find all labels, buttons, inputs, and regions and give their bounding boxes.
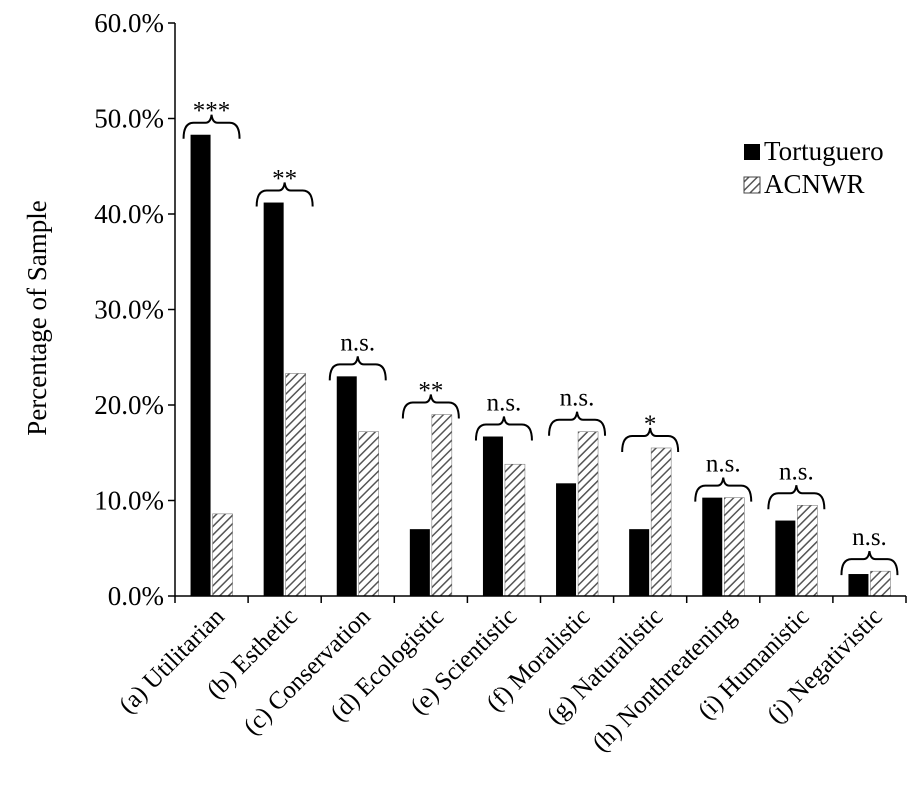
significance-bracket: [474, 416, 533, 441]
bar-acnwr: [431, 414, 453, 597]
significance-label: n.s.: [340, 329, 375, 356]
y-tick-label: 20.0%: [94, 390, 164, 420]
x-tick-label: (a) Utilitarian: [114, 603, 230, 719]
significance-bracket: [182, 114, 241, 139]
bar-acnwr: [358, 431, 379, 597]
bar-acnwr: [577, 431, 599, 597]
y-tick-label: 40.0%: [94, 199, 164, 229]
legend-swatch-tortuguero: [744, 144, 760, 160]
x-axis: (a) Utilitarian(b) Esthetic(c) Conservat…: [114, 595, 907, 757]
bar-acnwr: [797, 505, 818, 597]
bar-acnwr: [212, 513, 233, 597]
bar-tortuguero: [775, 520, 796, 596]
bar-tortuguero: [263, 202, 284, 597]
significance-bracket: [694, 477, 753, 502]
bar-acnwr: [285, 373, 306, 597]
significance-bracket: [328, 356, 387, 381]
bar-tortuguero: [629, 529, 650, 596]
significance-label: **: [272, 166, 297, 193]
significance-label: ***: [193, 98, 231, 125]
bar-tortuguero: [848, 574, 869, 596]
significance-bracket: [255, 182, 314, 207]
y-tick-label: 50.0%: [94, 104, 164, 134]
y-axis-title: Percentage of Sample: [22, 200, 52, 435]
significance-brackets: *****n.s.** n.s. n.s.*n.s. n.s.n.s.: [182, 98, 899, 576]
significance-bracket: [621, 427, 680, 452]
bar-tortuguero: [702, 497, 723, 596]
bar-tortuguero: [482, 436, 503, 596]
y-tick-label: 60.0%: [94, 8, 164, 38]
bar-acnwr: [650, 447, 672, 597]
significance-label: *: [644, 411, 657, 438]
significance-label: n.s.: [852, 524, 887, 551]
significance-bracket: [548, 411, 607, 436]
bars-group: [190, 134, 891, 597]
significance-label: n.s.: [487, 390, 522, 417]
significance-label: n.s.: [779, 458, 814, 485]
bar-tortuguero: [336, 376, 357, 596]
y-tick-label: 0.0%: [108, 581, 164, 611]
x-tick-label: (c) Conservation: [239, 603, 377, 741]
significance-bracket: [767, 485, 826, 510]
bar-tortuguero: [409, 529, 430, 596]
legend-swatch-acnwr: [743, 176, 761, 194]
bar-tortuguero: [556, 483, 577, 596]
significance-label: n.s.: [706, 451, 741, 478]
significance-label: **: [418, 378, 443, 405]
significance-label: n.s.: [560, 385, 595, 412]
significance-bracket: [401, 394, 460, 419]
y-tick-label: 30.0%: [94, 295, 164, 325]
bar-acnwr: [504, 463, 526, 597]
legend-label-acnwr: ACNWR: [764, 169, 865, 199]
y-tick-label: 10.0%: [94, 486, 164, 516]
bar-acnwr: [870, 570, 891, 597]
significance-bracket: [840, 551, 899, 576]
bar-acnwr: [724, 497, 745, 597]
y-axis: 0.0% 10.0% 20.0% 30.0% 40.0% 50.0% 60.0%: [94, 8, 176, 611]
bar-tortuguero: [190, 134, 211, 597]
legend-label-tortuguero: Tortuguero: [764, 136, 884, 166]
